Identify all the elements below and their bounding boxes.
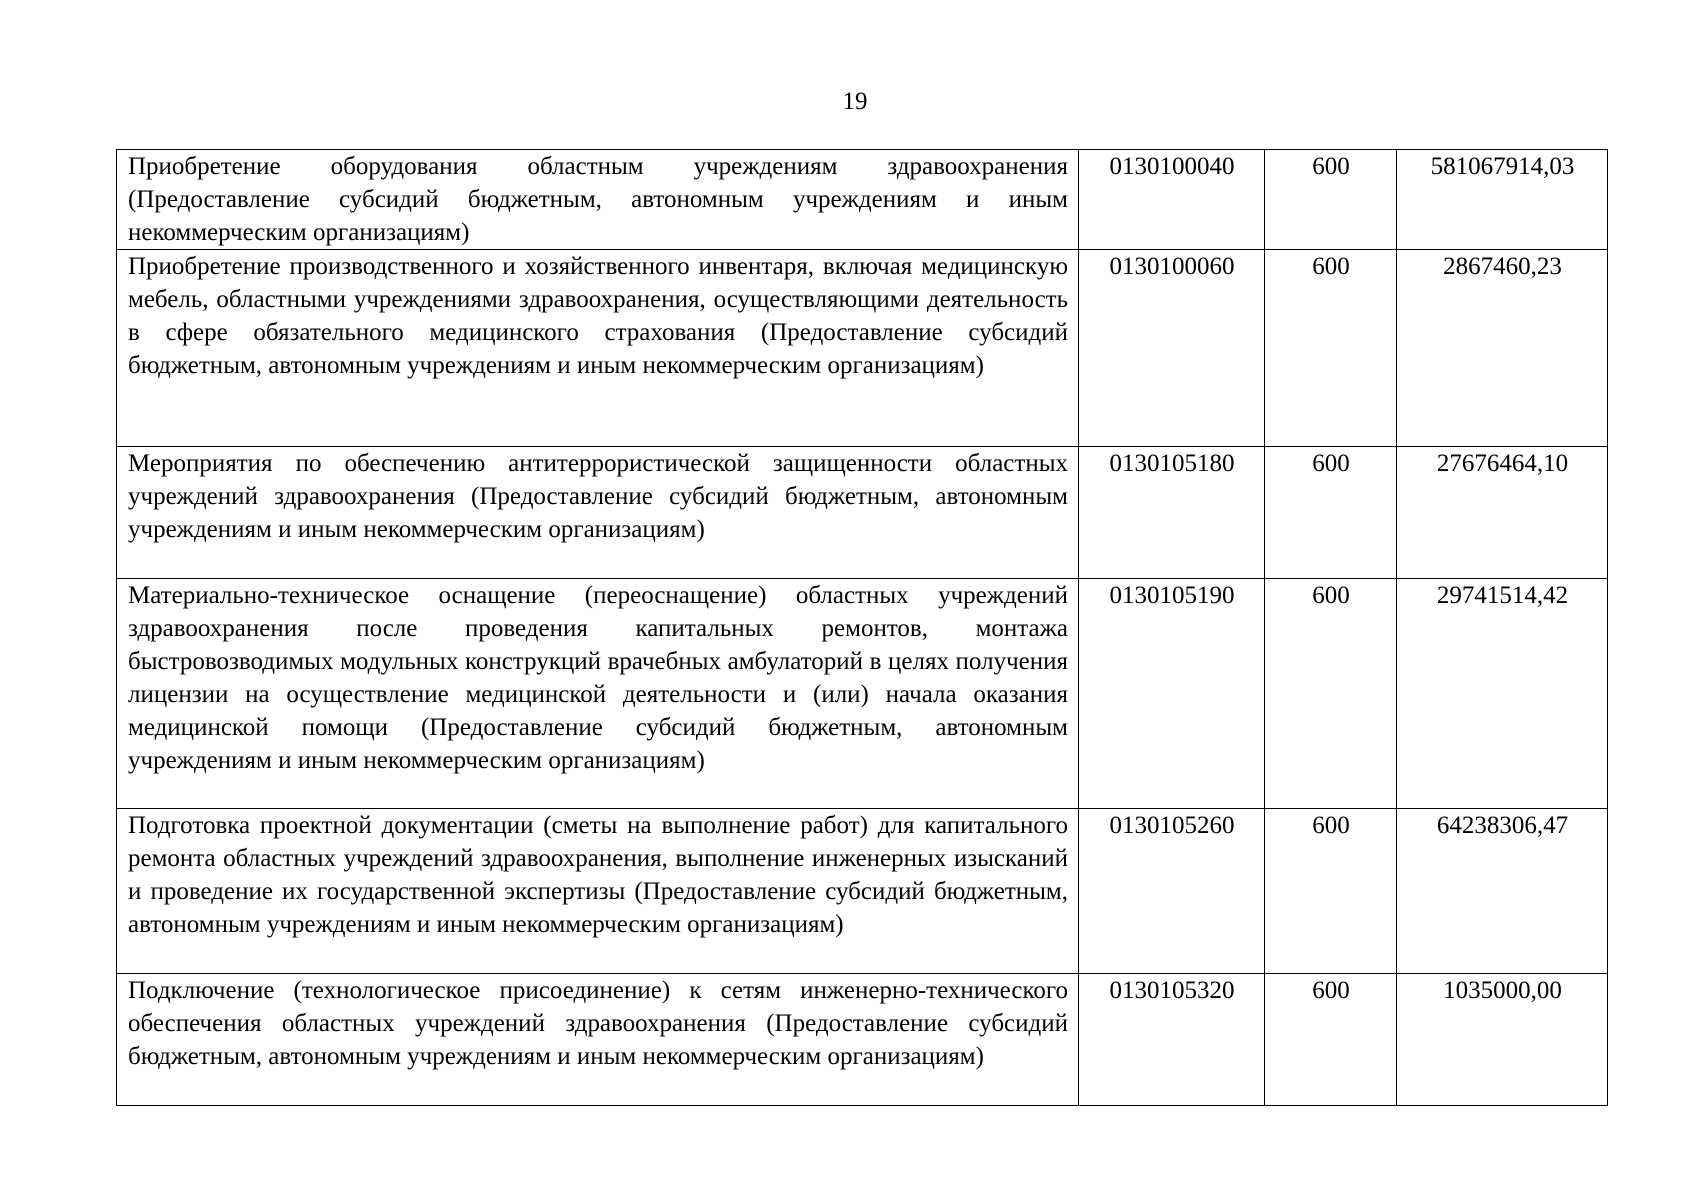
row-description: Мероприятия по обеспечению антитеррорист… [116,446,1079,579]
row-description: Материально-техническое оснащение (перео… [116,578,1079,809]
table-row: Мероприятия по обеспечению антитеррорист… [116,446,1608,579]
table-row: Приобретение производственного и хозяйст… [116,249,1608,447]
row-type: 600 [1264,578,1397,809]
row-description: Подключение (технологическое присоединен… [116,973,1079,1106]
row-amount: 29741514,42 [1396,578,1608,809]
row-description: Подготовка проектной документации (сметы… [116,808,1079,974]
row-amount: 2867460,23 [1396,249,1608,447]
budget-table: Приобретение оборудования областным учре… [116,149,1608,1106]
row-amount: 27676464,10 [1396,446,1608,579]
row-amount: 64238306,47 [1396,808,1608,974]
row-description: Приобретение оборудования областным учре… [116,149,1079,250]
row-amount: 581067914,03 [1396,149,1608,250]
row-type: 600 [1264,249,1397,447]
row-code: 0130105260 [1078,808,1265,974]
row-code: 0130100060 [1078,249,1265,447]
table-row: Материально-техническое оснащение (перео… [116,578,1608,809]
page-number: 19 [842,88,868,115]
row-code: 0130100040 [1078,149,1265,250]
row-description: Приобретение производственного и хозяйст… [116,249,1079,447]
row-code: 0130105180 [1078,446,1265,579]
row-amount: 1035000,00 [1396,973,1608,1106]
row-type: 600 [1264,973,1397,1106]
row-code: 0130105190 [1078,578,1265,809]
row-type: 600 [1264,446,1397,579]
row-code: 0130105320 [1078,973,1265,1106]
table-row: Подключение (технологическое присоединен… [116,973,1608,1106]
row-type: 600 [1264,808,1397,974]
table-row: Приобретение оборудования областным учре… [116,149,1608,250]
table-row: Подготовка проектной документации (сметы… [116,808,1608,974]
row-type: 600 [1264,149,1397,250]
